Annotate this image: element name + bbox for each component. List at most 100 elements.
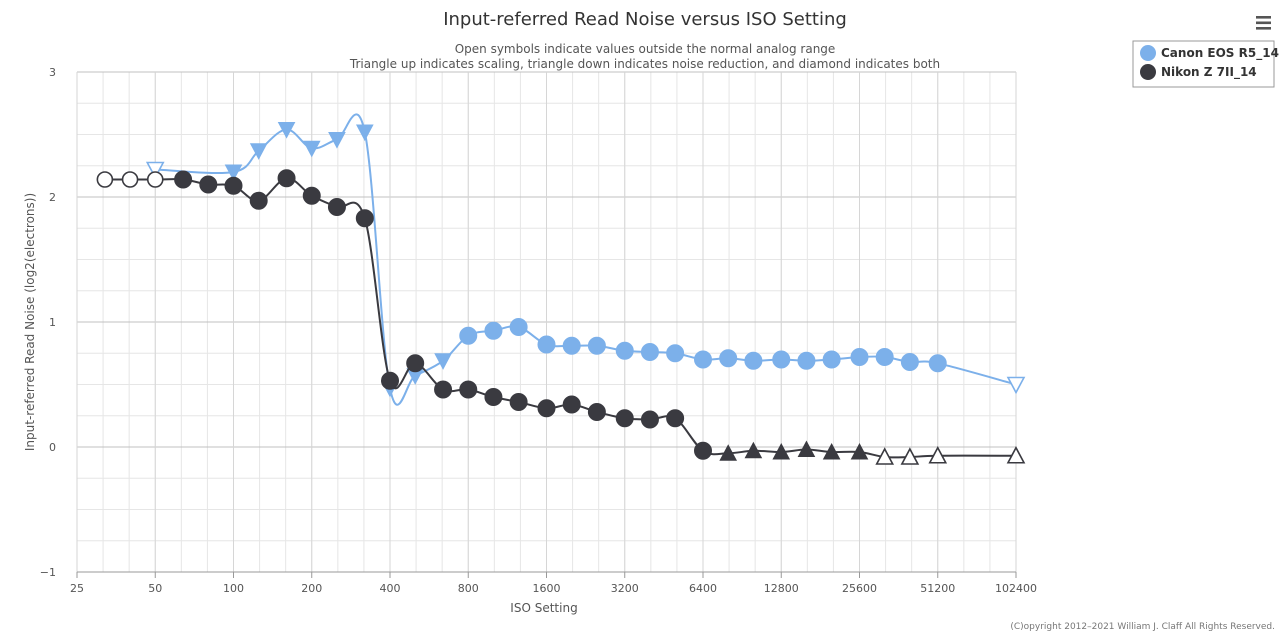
y-tick-label: 2 <box>49 191 56 204</box>
data-point-nikon-z-7ii-14[interactable] <box>381 371 399 390</box>
data-point-nikon-z-7ii-14[interactable] <box>850 442 869 460</box>
x-tick-label: 51200 <box>920 582 955 595</box>
data-point-nikon-z-7ii-14[interactable] <box>509 393 528 411</box>
data-point-canon-eos-r5-14[interactable] <box>484 321 503 340</box>
data-point-nikon-z-7ii-14[interactable] <box>327 198 346 216</box>
legend-label-canon: Canon EOS R5_14 <box>1161 46 1279 61</box>
data-point-nikon-z-7ii-14[interactable] <box>96 171 114 188</box>
data-point-canon-eos-r5-14[interactable] <box>277 122 296 139</box>
legend-label-nikon: Nikon Z 7II_14 <box>1161 65 1257 80</box>
data-point-canon-eos-r5-14[interactable] <box>302 140 321 158</box>
x-tick-label: 6400 <box>689 582 717 595</box>
x-tick-label: 3200 <box>611 582 639 595</box>
legend-box <box>1132 40 1275 88</box>
data-point-canon-eos-r5-14[interactable] <box>850 348 869 366</box>
data-point-canon-eos-r5-14[interactable] <box>587 336 606 355</box>
data-point-canon-eos-r5-14[interactable] <box>224 164 243 182</box>
data-point-canon-eos-r5-14[interactable] <box>772 350 791 369</box>
data-point-nikon-z-7ii-14[interactable] <box>302 186 321 205</box>
data-point-canon-eos-r5-14[interactable] <box>434 353 452 370</box>
y-tick-label: 0 <box>49 441 56 454</box>
data-point-canon-eos-r5-14[interactable] <box>145 161 165 180</box>
legend-item-nikon[interactable]: Nikon Z 7II_14 <box>1140 64 1257 80</box>
legend: Canon EOS R5_14 Nikon Z 7II_14 <box>1132 40 1279 88</box>
credits-text: (C)opyright 2012–2021 William J. Claff A… <box>1010 622 1275 632</box>
data-point-nikon-z-7ii-14[interactable] <box>900 447 920 465</box>
x-tick-label: 25 <box>70 582 84 595</box>
data-point-nikon-z-7ii-14[interactable] <box>587 403 606 421</box>
data-point-nikon-z-7ii-14[interactable] <box>224 176 243 195</box>
y-tick-label: 1 <box>49 316 56 329</box>
grid-layer <box>76 71 1017 573</box>
x-tick-label: 400 <box>380 582 401 595</box>
data-point-nikon-z-7ii-14[interactable] <box>249 191 268 210</box>
data-point-nikon-z-7ii-14[interactable] <box>562 395 581 414</box>
data-point-nikon-z-7ii-14[interactable] <box>199 175 218 194</box>
x-tick-label: 25600 <box>842 582 877 595</box>
data-point-nikon-z-7ii-14[interactable] <box>928 446 948 464</box>
data-point-nikon-z-7ii-14[interactable] <box>822 442 841 460</box>
data-point-canon-eos-r5-14[interactable] <box>509 318 528 336</box>
legend-marker-canon <box>1140 45 1156 61</box>
data-point-canon-eos-r5-14[interactable] <box>355 124 374 142</box>
hamburger-menu-icon[interactable] <box>1254 14 1274 32</box>
x-tick-label: 100 <box>223 582 244 595</box>
x-tick-label: 800 <box>458 582 479 595</box>
data-point-canon-eos-r5-14[interactable] <box>249 143 268 160</box>
chart-title: Input-referred Read Noise versus ISO Set… <box>443 9 847 30</box>
data-point-canon-eos-r5-14[interactable] <box>694 350 712 369</box>
data-point-nikon-z-7ii-14[interactable] <box>434 380 453 399</box>
x-tick-label: 50 <box>148 582 162 595</box>
data-point-nikon-z-7ii-14[interactable] <box>484 388 503 406</box>
data-point-canon-eos-r5-14[interactable] <box>928 354 947 373</box>
data-point-nikon-z-7ii-14[interactable] <box>537 399 556 418</box>
data-point-nikon-z-7ii-14[interactable] <box>719 444 738 461</box>
data-point-canon-eos-r5-14[interactable] <box>797 351 816 370</box>
data-point-canon-eos-r5-14[interactable] <box>615 341 634 360</box>
series-layer <box>96 113 1026 465</box>
data-point-canon-eos-r5-14[interactable] <box>719 349 738 368</box>
axes-layer: −1 0 1 2 3 25 50 100 200 400 800 1600 3200 6400 12800 2… <box>40 66 1037 595</box>
data-point-nikon-z-7ii-14[interactable] <box>146 171 164 188</box>
data-point-canon-eos-r5-14[interactable] <box>537 335 556 354</box>
data-point-canon-eos-r5-14[interactable] <box>328 132 346 149</box>
legend-marker-nikon <box>1140 64 1156 80</box>
chart-subtitle-line-2: Triangle up indicates scaling, triangle … <box>349 57 940 71</box>
data-point-canon-eos-r5-14[interactable] <box>459 326 478 345</box>
chart-subtitle-line-1: Open symbols indicate values outside the… <box>455 42 836 56</box>
data-point-nikon-z-7ii-14[interactable] <box>640 410 659 429</box>
x-tick-label: 12800 <box>764 582 799 595</box>
data-point-nikon-z-7ii-14[interactable] <box>1006 446 1026 464</box>
series-canon-eos-r5-14 <box>145 113 1026 406</box>
data-point-nikon-z-7ii-14[interactable] <box>277 169 296 188</box>
data-point-canon-eos-r5-14[interactable] <box>562 336 581 355</box>
data-point-nikon-z-7ii-14[interactable] <box>666 409 685 428</box>
y-tick-label: −1 <box>40 566 56 579</box>
x-axis-title: ISO Setting <box>510 601 577 615</box>
x-tick-label: 102400 <box>995 582 1037 595</box>
x-tick-label: 1600 <box>533 582 561 595</box>
y-axis-title: Input-referred Read Noise (log2(electron… <box>23 193 37 451</box>
data-point-nikon-z-7ii-14[interactable] <box>694 441 712 460</box>
data-point-nikon-z-7ii-14[interactable] <box>174 170 193 189</box>
data-point-nikon-z-7ii-14[interactable] <box>121 171 139 188</box>
data-point-nikon-z-7ii-14[interactable] <box>406 354 425 373</box>
data-point-nikon-z-7ii-14[interactable] <box>875 447 895 465</box>
data-point-nikon-z-7ii-14[interactable] <box>615 409 634 428</box>
data-point-canon-eos-r5-14[interactable] <box>744 351 763 370</box>
data-point-nikon-z-7ii-14[interactable] <box>459 380 478 399</box>
data-point-nikon-z-7ii-14[interactable] <box>744 441 763 459</box>
data-point-canon-eos-r5-14[interactable] <box>822 350 841 369</box>
data-point-canon-eos-r5-14[interactable] <box>1006 376 1026 395</box>
data-point-nikon-z-7ii-14[interactable] <box>772 442 791 460</box>
data-point-canon-eos-r5-14[interactable] <box>666 344 685 363</box>
x-tick-label: 200 <box>301 582 322 595</box>
data-point-canon-eos-r5-14[interactable] <box>875 348 894 366</box>
data-point-nikon-z-7ii-14[interactable] <box>797 440 816 457</box>
data-point-canon-eos-r5-14[interactable] <box>640 343 659 361</box>
legend-item-canon[interactable]: Canon EOS R5_14 <box>1140 45 1279 61</box>
data-point-nikon-z-7ii-14[interactable] <box>355 209 374 228</box>
series-nikon-z-7ii-14 <box>96 169 1026 465</box>
data-point-canon-eos-r5-14[interactable] <box>900 353 919 371</box>
